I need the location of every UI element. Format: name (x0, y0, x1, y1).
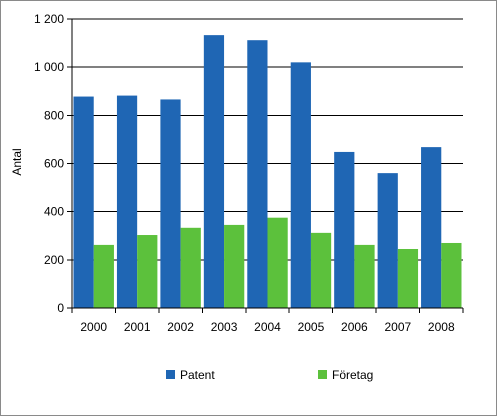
x-tick-label-2004: 2004 (254, 320, 281, 334)
bar-företag-2005 (310, 232, 332, 308)
legend-swatch-företag (318, 370, 327, 379)
bar-företag-2008 (441, 242, 462, 308)
y-tick-label-2: 400 (44, 205, 64, 219)
legend-label-företag: Företag (332, 368, 373, 382)
bar-företag-2007 (397, 248, 419, 308)
bar-patent-2001 (116, 95, 138, 309)
legend-swatch-patent (166, 370, 175, 379)
bar-patent-2004 (247, 40, 268, 309)
y-tick-label-3: 600 (44, 157, 64, 171)
x-tick-label-2003: 2003 (211, 320, 238, 334)
y-tick-label-0: 0 (57, 301, 64, 315)
y-tick-label-5: 1 000 (34, 60, 64, 74)
bar-patent-2005 (290, 62, 311, 308)
bar-företag-2002 (180, 227, 201, 308)
y-tick-label-4: 800 (44, 108, 64, 122)
bar-företag-2001 (137, 235, 158, 308)
y-tick-label-1: 200 (44, 253, 64, 267)
x-tick-label-2002: 2002 (167, 320, 194, 334)
bar-företag-2003 (224, 224, 245, 308)
bar-patent-2006 (334, 151, 355, 308)
x-tick-labels: 2000 2001 2002 2003 2004 2005 2006 2007 2008 (80, 320, 455, 334)
bar-företag-2006 (354, 244, 375, 308)
bar-patent-2002 (160, 99, 181, 309)
x-tick-label-2007: 2007 (384, 320, 411, 334)
y-axis-label: Antal (10, 148, 24, 175)
axes (67, 18, 464, 313)
x-tick-label-2001: 2001 (124, 320, 151, 334)
bar-patent-2007 (377, 173, 398, 308)
x-tick-label-2000: 2000 (80, 320, 107, 334)
y-tick-labels: 0 200 400 600 800 1 000 1 200 (34, 12, 64, 315)
bar-patent-2008 (421, 147, 442, 308)
y-tick-label-6: 1 200 (34, 12, 64, 26)
x-tick-label-2008: 2008 (428, 320, 455, 334)
legend-label-patent: Patent (180, 368, 215, 382)
bar-patent-2003 (203, 35, 225, 308)
x-tick-label-2005: 2005 (298, 320, 325, 334)
legend: Patent Företag (166, 368, 373, 382)
bar-företag-2004 (267, 217, 288, 308)
bars (73, 35, 462, 309)
bar-patent-2000 (73, 96, 94, 308)
x-tick-label-2006: 2006 (341, 320, 368, 334)
bar-företag-2000 (93, 244, 114, 308)
